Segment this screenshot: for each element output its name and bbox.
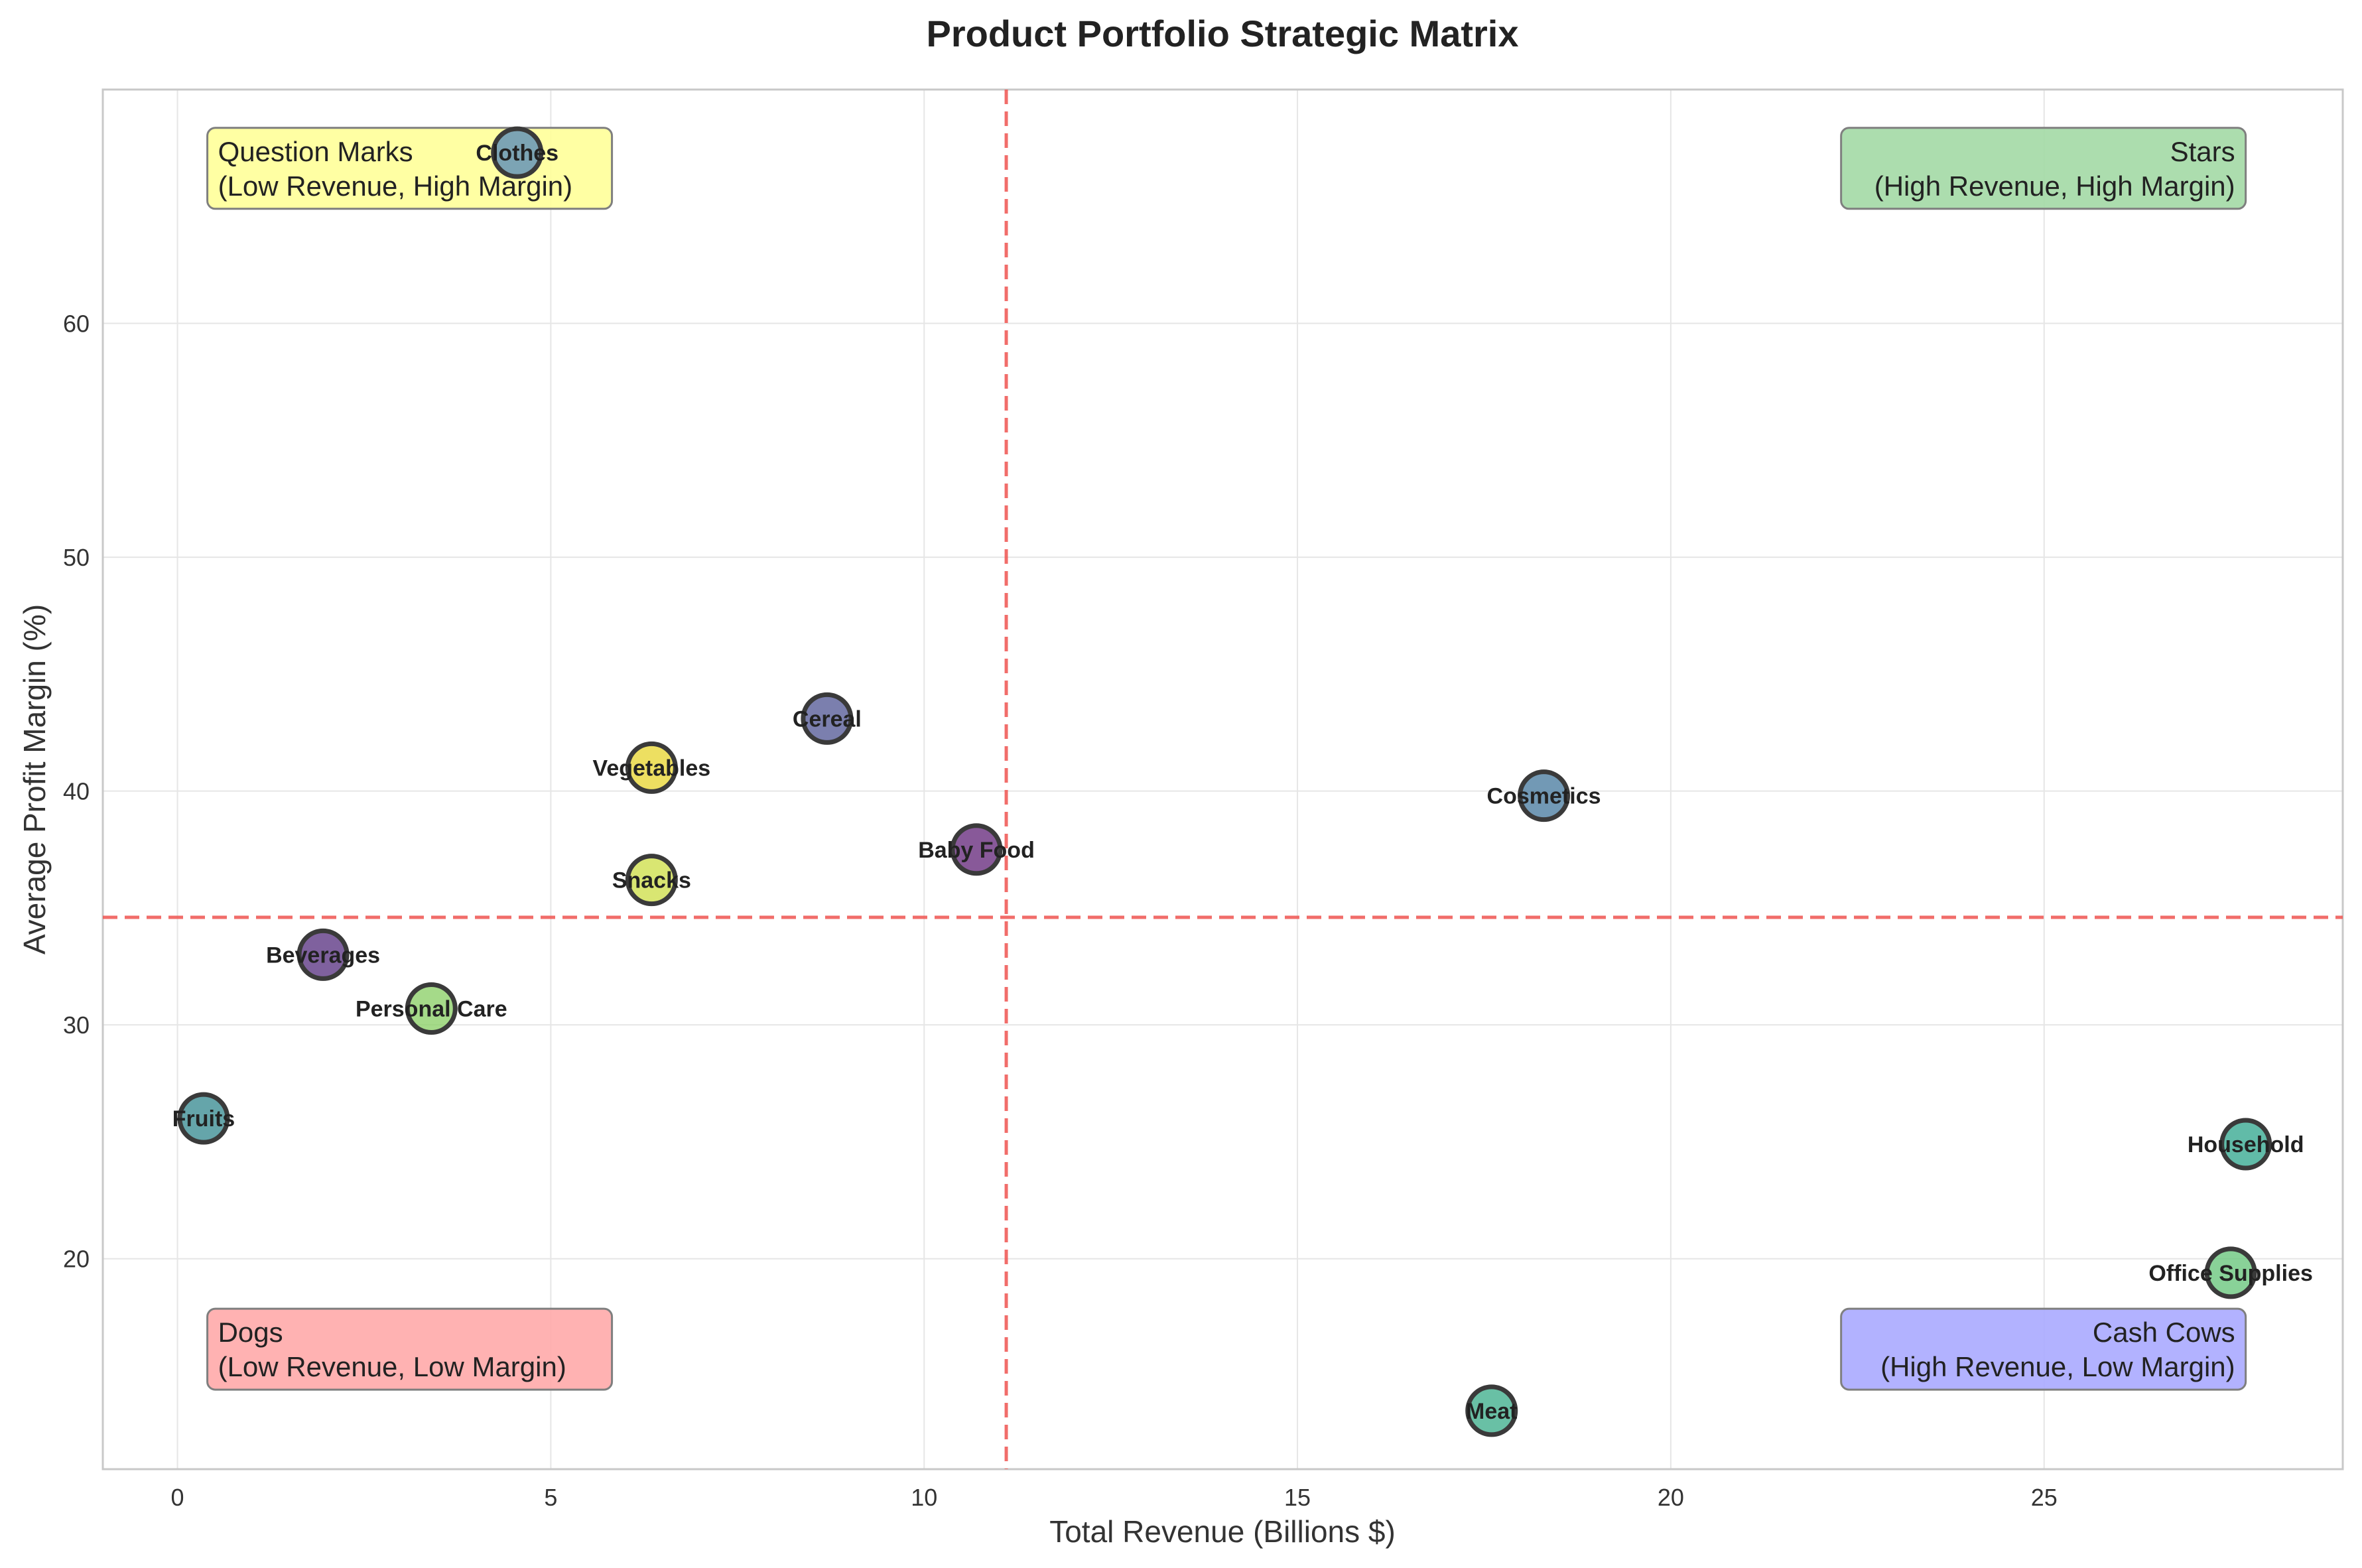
data-marker: [491, 126, 544, 179]
data-label: Meat: [1466, 1399, 1517, 1424]
x-tick-label: 25: [2031, 1484, 2058, 1511]
point-snacks: Snacks: [612, 854, 691, 907]
quadrant-title: Cash Cows: [2093, 1317, 2235, 1348]
plot-area-frame: [101, 88, 2344, 1470]
grid: [103, 90, 2343, 1469]
quadrant-subtitle: (Low Revenue, Low Margin): [218, 1351, 566, 1382]
data-label: Baby Food: [918, 838, 1035, 863]
point-meat: Meat: [1465, 1384, 1518, 1437]
point-fruits: Fruits: [172, 1092, 235, 1145]
quadrant-box: [206, 1307, 614, 1391]
data-marker: [801, 692, 854, 745]
point-household: Household: [2188, 1118, 2304, 1171]
data-marker: [2219, 1118, 2272, 1171]
data-marker: [625, 741, 678, 794]
data-points: Clothes Cereal Vegetables Baby Food Snacks Co…: [172, 126, 2313, 1437]
data-marker: [950, 823, 1003, 876]
data-label: Cereal: [793, 706, 862, 732]
data-marker: [1518, 769, 1571, 822]
point-cereal: Cereal: [793, 692, 862, 745]
data-label: Vegetables: [593, 755, 711, 781]
point-baby-food: Baby Food: [918, 823, 1035, 876]
quadrant-label-dogs: Dogs(Low Revenue, Low Margin): [206, 1307, 614, 1391]
x-tick-label: 5: [544, 1484, 557, 1511]
y-tick-label: 60: [63, 310, 90, 338]
axis-ticks: 0 5 10 15 20 25 20 30 40 50 60: [63, 310, 2058, 1511]
x-tick-label: 0: [171, 1484, 184, 1511]
data-label: Household: [2188, 1132, 2304, 1157]
data-marker: [177, 1092, 230, 1145]
data-label: Beverages: [266, 943, 380, 968]
quadrant-box: [1840, 1307, 2247, 1391]
chart-title: Product Portfolio Strategic Matrix: [927, 13, 1519, 54]
point-beverages: Beverages: [266, 928, 380, 981]
quadrant-subtitle: (High Revenue, High Margin): [1874, 170, 2235, 202]
quadrant-label-cash-cows: Cash Cows(High Revenue, Low Margin): [1840, 1307, 2247, 1391]
y-axis-label: Average Profit Margin (%): [17, 604, 52, 954]
point-office-supplies: Office Supplies: [2148, 1246, 2313, 1299]
y-tick-label: 50: [63, 544, 90, 571]
point-clothes: Clothes: [476, 126, 558, 179]
quadrant-label-question-marks: Question Marks(Low Revenue, High Margin): [206, 127, 614, 210]
data-label: Cosmetics: [1487, 784, 1601, 809]
data-marker: [1465, 1384, 1518, 1437]
quadrant-subtitle: (High Revenue, Low Margin): [1880, 1351, 2235, 1382]
y-tick-label: 30: [63, 1012, 90, 1039]
data-marker: [2204, 1246, 2257, 1299]
data-label: Office Supplies: [2148, 1261, 2313, 1286]
x-tick-label: 10: [911, 1484, 937, 1511]
x-axis-label: Total Revenue (Billions $): [1049, 1514, 1396, 1549]
point-personal-care: Personal Care: [356, 982, 507, 1035]
data-label: Personal Care: [356, 996, 507, 1021]
data-label: Fruits: [172, 1106, 235, 1132]
x-tick-label: 20: [1658, 1484, 1684, 1511]
x-tick-label: 15: [1284, 1484, 1311, 1511]
data-marker: [405, 982, 458, 1035]
y-tick-label: 20: [63, 1246, 90, 1273]
data-label: Clothes: [476, 141, 558, 166]
y-tick-label: 40: [63, 778, 90, 805]
reference-lines: [103, 90, 2343, 1469]
point-vegetables: Vegetables: [593, 741, 711, 794]
data-marker: [625, 854, 678, 907]
point-cosmetics: Cosmetics: [1487, 769, 1601, 822]
data-marker: [296, 928, 350, 981]
data-label: Snacks: [612, 868, 691, 893]
quadrant-box: [1840, 127, 2247, 210]
quadrant-title: Dogs: [218, 1317, 283, 1348]
quadrant-title: Stars: [2170, 136, 2235, 167]
quadrant-title: Question Marks: [218, 136, 413, 167]
quadrant-label-stars: Stars(High Revenue, High Margin): [1840, 127, 2247, 210]
